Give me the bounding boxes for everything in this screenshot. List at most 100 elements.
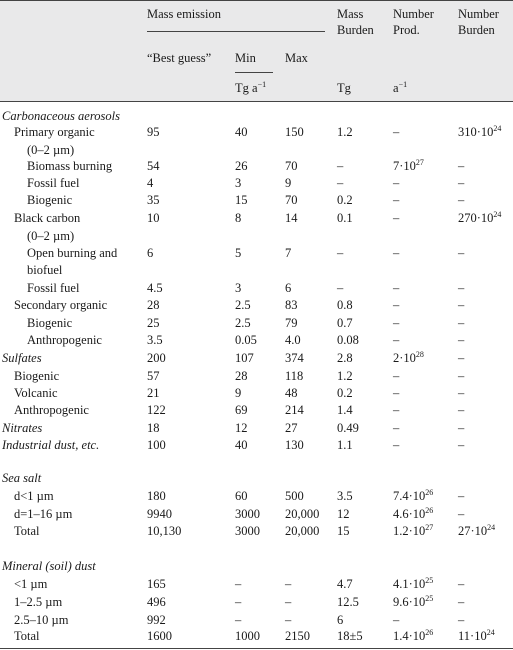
- header-unit-number: a−1: [393, 80, 408, 96]
- table-cell: –: [393, 438, 400, 452]
- table-cell: 0.49: [337, 421, 359, 435]
- row-label: (0–2 µm): [27, 143, 75, 157]
- row-label: (0–2 µm): [27, 229, 75, 243]
- row-label: 1–2.5 µm: [14, 595, 63, 609]
- table-cell: 2.5: [235, 298, 251, 312]
- row-label: d=1–16 µm: [14, 507, 73, 521]
- table-cell: –: [393, 246, 400, 260]
- table-cell: 2.8: [337, 351, 353, 365]
- table-cell: 57: [147, 369, 160, 383]
- table-cell: 5: [235, 246, 242, 260]
- row-label: Biogenic: [14, 369, 60, 383]
- table-cell: –: [458, 577, 465, 591]
- table-cell: 7.4·1026: [393, 488, 434, 504]
- table-cell: –: [458, 421, 465, 435]
- table-cell: 2150: [285, 629, 310, 643]
- table-cell: 70: [285, 193, 298, 207]
- row-label: d<1 µm: [14, 489, 54, 503]
- table-cell: –: [393, 298, 400, 312]
- table-cell: 0.2: [337, 193, 353, 207]
- table-cell: –: [458, 298, 465, 312]
- table-cell: –: [458, 369, 465, 383]
- table-cell: 8: [235, 211, 242, 225]
- table-cell: –: [458, 176, 465, 190]
- table-cell: 7·1027: [393, 158, 424, 174]
- table-cell: 122: [147, 403, 166, 417]
- table-cell: 0.05: [235, 333, 257, 347]
- table-cell: 11·1024: [458, 628, 495, 644]
- table-cell: –: [458, 386, 465, 400]
- table-cell: 6: [147, 246, 154, 260]
- row-label: Total: [14, 524, 40, 538]
- header-max: Max: [285, 51, 308, 65]
- table-cell: 28: [147, 298, 160, 312]
- table-cell: 27: [285, 421, 298, 435]
- header-rule: [0, 101, 513, 102]
- table-cell: 69: [235, 403, 248, 417]
- table-cell: 12.5: [337, 595, 359, 609]
- header-unit-burden: Tg: [337, 81, 351, 95]
- row-label: Fossil fuel: [27, 281, 80, 295]
- table-cell: 70: [285, 159, 298, 173]
- row-label: Nitrates: [2, 421, 43, 435]
- table-cell: –: [285, 595, 292, 609]
- header-unit-emission: Tg a−1: [235, 80, 267, 96]
- table-cell: 95: [147, 125, 160, 139]
- table-cell: 0.08: [337, 333, 359, 347]
- row-label: Carbonaceous aerosols: [2, 109, 120, 123]
- table-cell: 28: [235, 369, 248, 383]
- table-cell: 12: [235, 421, 248, 435]
- table-cell: 54: [147, 159, 160, 173]
- table-cell: 10,130: [147, 524, 182, 538]
- table-cell: 500: [285, 489, 304, 503]
- header-mass-burden-line2: Burden: [337, 23, 374, 37]
- table-cell: 15: [235, 193, 248, 207]
- table-cell: 4.1·1025: [393, 576, 434, 592]
- table-cell: 40: [235, 438, 248, 452]
- table-cell: 18: [147, 421, 160, 435]
- table-cell: –: [393, 421, 400, 435]
- row-label: Biogenic: [27, 193, 73, 207]
- table-cell: 107: [235, 351, 254, 365]
- table-header-background: [0, 0, 513, 101]
- table-cell: –: [285, 577, 292, 591]
- table-cell: 60: [235, 489, 248, 503]
- table-cell: –: [458, 159, 465, 173]
- table-cell: –: [458, 246, 465, 260]
- row-label: <1 µm: [14, 577, 48, 591]
- table-cell: –: [393, 369, 400, 383]
- table-cell: –: [337, 246, 344, 260]
- table-cell: –: [393, 193, 400, 207]
- table-cell: 3: [235, 281, 242, 295]
- header-mass-burden-line1: Mass: [337, 7, 364, 21]
- mass-emission-rule: [147, 31, 325, 32]
- table-cell: 1.4·1026: [393, 628, 434, 644]
- table-cell: 2.5: [235, 316, 251, 330]
- table-cell: 79: [285, 316, 298, 330]
- table-cell: 1600: [147, 629, 172, 643]
- header-number-burden-line2: Burden: [458, 23, 495, 37]
- table-cell: 83: [285, 298, 298, 312]
- table-cell: –: [458, 193, 465, 207]
- table-cell: 1000: [235, 629, 260, 643]
- row-label: Sulfates: [2, 351, 42, 365]
- table-cell: –: [393, 333, 400, 347]
- header-number-prod-line2: Prod.: [393, 23, 420, 37]
- table-cell: 1.1: [337, 438, 353, 452]
- table-cell: –: [235, 613, 242, 627]
- table-cell: 310·1024: [458, 124, 502, 140]
- table-cell: 3000: [235, 507, 260, 521]
- table-cell: –: [458, 489, 465, 503]
- table-cell: 9940: [147, 507, 172, 521]
- table-cell: 26: [235, 159, 248, 173]
- table-cell: 35: [147, 193, 160, 207]
- row-label: 2.5–10 µm: [14, 613, 69, 627]
- table-cell: 0.8: [337, 298, 353, 312]
- header-number-prod-line1: Number: [393, 7, 434, 21]
- table-cell: 3.5: [147, 333, 163, 347]
- row-label: Anthropogenic: [27, 333, 102, 347]
- table-cell: 20,000: [285, 507, 320, 521]
- row-label: Sea salt: [2, 471, 42, 485]
- table-cell: 9: [285, 176, 292, 190]
